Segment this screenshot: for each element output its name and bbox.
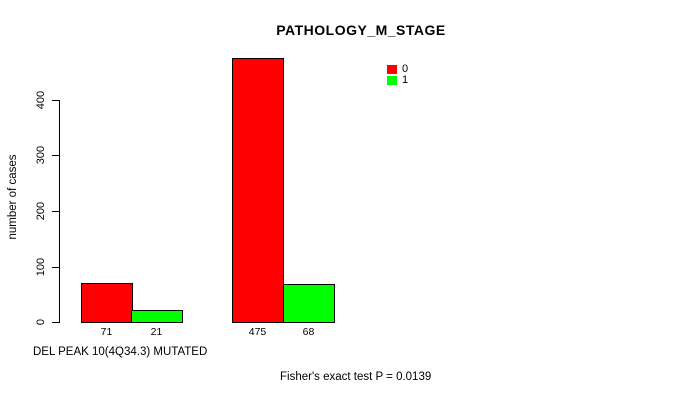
bar-series-1	[283, 284, 335, 323]
y-tick-mark	[52, 155, 59, 156]
bar-value-label: 68	[302, 326, 315, 338]
annotation-text: Fisher's exact test P = 0.0139	[280, 371, 432, 383]
legend-swatch-icon	[387, 75, 397, 85]
legend-entry: 1	[387, 74, 409, 86]
y-tick-label: 300	[35, 145, 47, 165]
y-tick-mark	[52, 267, 59, 268]
legend-swatch-icon	[387, 64, 397, 74]
y-tick-mark	[52, 100, 59, 101]
x-axis-title: DEL PEAK 10(4Q34.3) MUTATED	[33, 346, 208, 358]
legend-label: 1	[402, 74, 409, 86]
y-tick-mark	[52, 211, 59, 212]
chart-title: PATHOLOGY_M_STAGE	[276, 22, 446, 38]
bar-value-label: 475	[248, 326, 267, 338]
y-tick-label: 200	[35, 201, 47, 221]
y-axis-line	[59, 100, 60, 323]
bar-value-label: 71	[100, 326, 113, 338]
bar-series-1	[131, 310, 183, 323]
y-tick-mark	[52, 322, 59, 323]
bar-series-0	[81, 283, 133, 323]
legend-label: 0	[402, 63, 409, 75]
y-tick-label: 0	[35, 318, 47, 326]
bar-series-0	[232, 58, 284, 323]
bar-value-label: 21	[150, 326, 163, 338]
y-tick-label: 400	[35, 90, 47, 110]
legend-entry: 0	[387, 63, 409, 75]
y-axis-title: number of cases	[7, 154, 19, 240]
y-tick-label: 100	[35, 257, 47, 277]
